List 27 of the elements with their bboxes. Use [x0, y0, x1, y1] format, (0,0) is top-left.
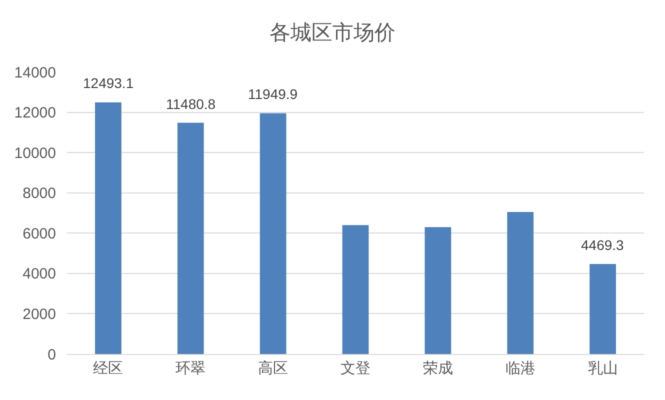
data-label: 4469.3	[581, 237, 624, 253]
x-tick-label: 文登	[340, 360, 370, 377]
data-label: 11949.9	[248, 86, 298, 102]
bar	[590, 264, 616, 354]
x-tick-label: 高区	[258, 360, 288, 377]
bar	[342, 225, 369, 354]
y-tick-label: 6000	[22, 225, 56, 242]
bar	[424, 227, 452, 354]
y-tick-label: 0	[48, 346, 56, 364]
y-tick-label: 2000	[22, 306, 56, 323]
y-tick-label: 14000	[14, 64, 56, 82]
y-tick-label: 4000	[22, 266, 56, 283]
chart-title: 各城区市场价	[270, 21, 396, 44]
y-tick-label: 12000	[14, 104, 56, 122]
y-tick-label: 8000	[22, 185, 56, 202]
data-label: 11480.8	[166, 96, 216, 112]
x-tick-label: 荣成	[422, 360, 453, 377]
bar	[95, 102, 122, 354]
x-tick-label: 环翠	[176, 360, 206, 377]
x-tick-label: 临港	[505, 360, 536, 377]
bar	[177, 122, 204, 354]
bar	[507, 212, 534, 354]
x-tick-label: 乳山	[588, 360, 618, 377]
y-tick-label: 10000	[14, 144, 56, 162]
bar	[260, 113, 286, 354]
x-tick-label: 经区	[93, 360, 124, 377]
data-label: 12493.1	[83, 75, 134, 91]
